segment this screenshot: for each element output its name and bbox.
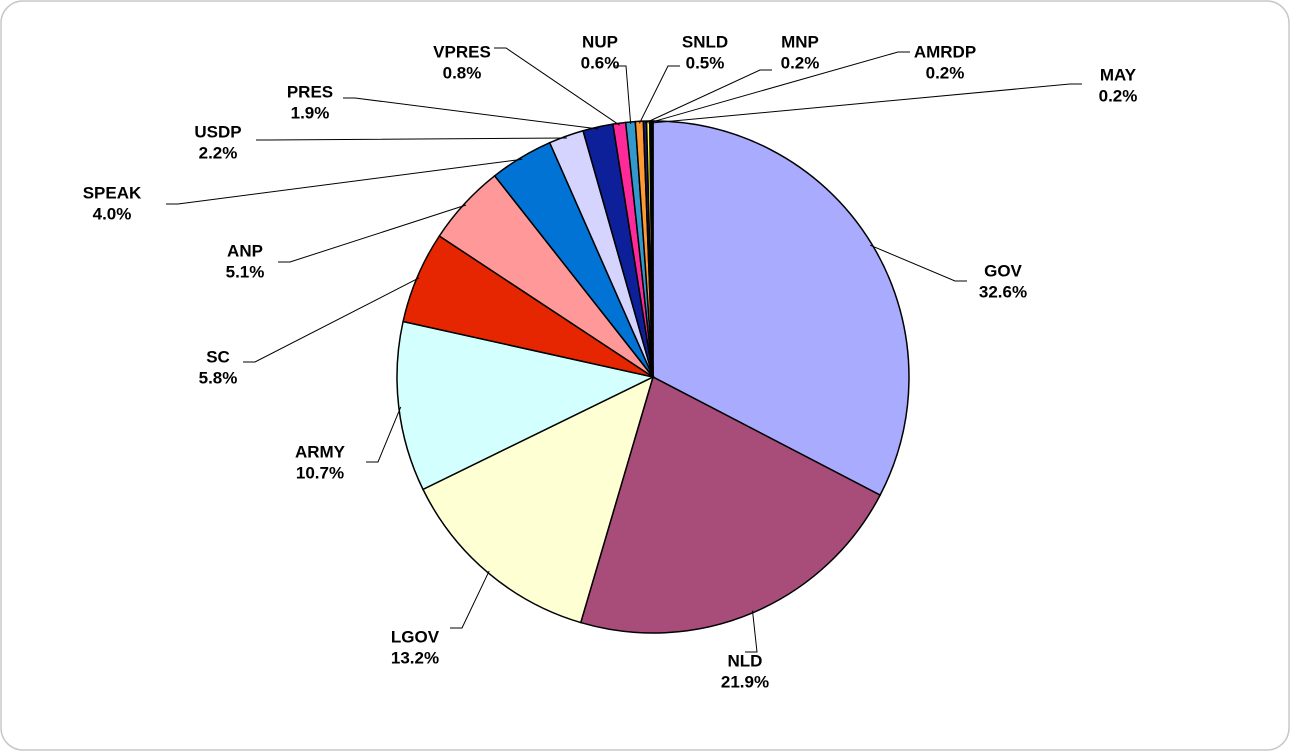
leader-line xyxy=(494,47,620,126)
slice-value: 5.8% xyxy=(199,368,238,387)
leader-line xyxy=(243,277,420,363)
slice-label: GOV xyxy=(984,261,1022,280)
leader-line xyxy=(745,610,758,653)
leader-line xyxy=(278,204,467,263)
slice-value: 0.2% xyxy=(926,63,965,82)
slice-label: USDP xyxy=(194,122,241,141)
slice-value: 10.7% xyxy=(296,463,344,482)
slice-value: 0.8% xyxy=(443,63,482,82)
slice-label: NUP xyxy=(582,32,618,51)
leader-line xyxy=(166,158,523,205)
slice-label: AMRDP xyxy=(914,42,976,61)
slice-label: MNP xyxy=(781,32,819,51)
leader-line xyxy=(638,65,680,124)
slice-label: MAY xyxy=(1100,65,1137,84)
slice-value: 4.0% xyxy=(93,204,132,223)
slice-value: 0.6% xyxy=(581,53,620,72)
leader-line xyxy=(651,83,1082,124)
leader-line xyxy=(648,51,910,124)
slice-value: 1.9% xyxy=(291,103,330,122)
leader-line xyxy=(869,244,967,282)
leader-line xyxy=(256,137,567,141)
pie-slice xyxy=(579,375,882,634)
leader-line xyxy=(450,570,490,629)
slice-value: 0.5% xyxy=(686,53,725,72)
leader-line xyxy=(644,69,772,124)
slice-label: SC xyxy=(206,347,230,366)
slice-label: SNLD xyxy=(682,32,728,51)
slice-value: 0.2% xyxy=(781,53,820,72)
slice-label: NLD xyxy=(728,651,763,670)
leader-line xyxy=(614,65,632,125)
leader-line xyxy=(366,406,402,463)
slice-label: ANP xyxy=(227,241,263,260)
slice-label: SPEAK xyxy=(83,183,142,202)
slice-value: 32.6% xyxy=(979,282,1027,301)
leader-line xyxy=(343,97,599,130)
pie-slice xyxy=(421,375,655,624)
slice-label: ARMY xyxy=(295,442,346,461)
slice-value: 5.1% xyxy=(226,262,265,281)
slice-label: LGOV xyxy=(391,627,440,646)
slice-value: 2.2% xyxy=(199,143,238,162)
slice-value: 21.9% xyxy=(721,672,769,691)
pie-slice xyxy=(652,120,910,497)
slice-label: PRES xyxy=(287,82,333,101)
slice-value: 13.2% xyxy=(391,648,439,667)
slice-label: VPRES xyxy=(433,42,491,61)
slice-value: 0.2% xyxy=(1099,86,1138,105)
